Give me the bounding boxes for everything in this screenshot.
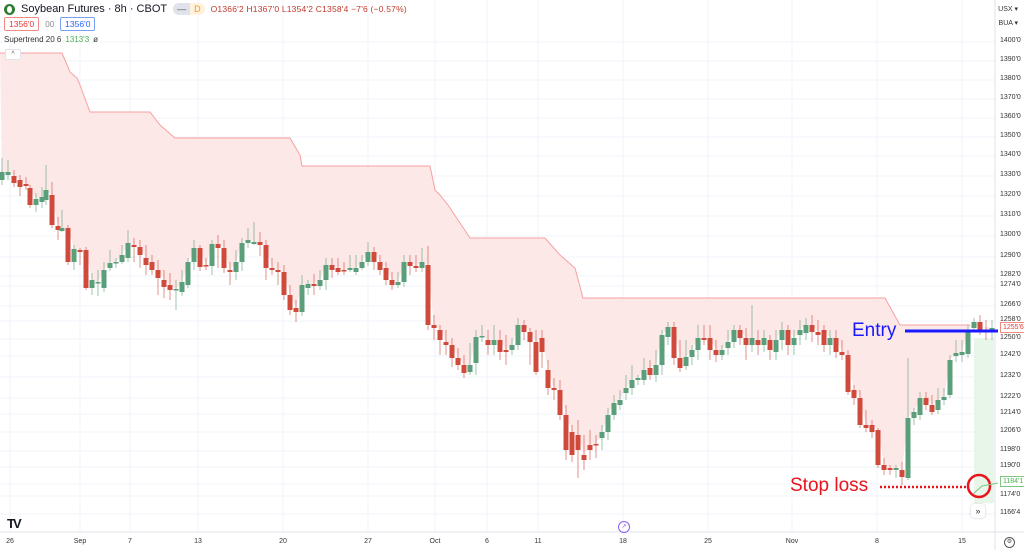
symbol-title[interactable]: Soybean Futures · 8h · CBOT [21,3,168,15]
price-axis-label: 1350'0 [1000,132,1021,139]
symbol-legend: Soybean Futures · 8h · CBOT — D O1366'2 … [4,3,407,15]
indicator-name: Supertrend 20 6 [4,35,62,44]
position-projection-area [974,338,994,503]
current-price-tag: 1255'6 [1000,322,1024,333]
market-status-badge[interactable]: — D [173,3,205,15]
price-axis-label: 1390'0 [1000,56,1021,63]
goto-realtime-button[interactable]: » [971,504,985,518]
market-status-dash: — [173,3,191,15]
time-axis-label: Nov [785,538,799,545]
time-axis-label: 6 [485,538,489,545]
sell-button[interactable]: 1356'0 [4,17,40,31]
price-axis-label: 1300'0 [1000,231,1021,238]
stop-circle [966,473,992,499]
price-axis-label: 1310'0 [1000,211,1021,218]
price-axis-label: 1380'0 [1000,75,1021,82]
indicator-settings-icon[interactable]: ø [93,35,99,44]
price-axis-label: 1250'0 [1000,334,1021,341]
price-axis-label: 1166'4 [1000,509,1021,516]
price-axis-label: 1222'0 [1000,393,1021,400]
price-axis-label: 1370'0 [1000,94,1021,101]
indicator-value: 1313'3 [65,35,90,44]
price-axis-label: 1290'0 [1000,252,1021,259]
stop-target-price-tag: 1184'1 [1000,476,1024,487]
price-axis-label: 1174'0 [1000,491,1021,498]
price-axis-label: 1190'0 [1000,462,1021,469]
price-axis-label: 1266'0 [1000,301,1021,308]
time-axis-label: 13 [194,538,202,545]
price-axis-label: 1242'0 [1000,351,1021,358]
time-axis-label: 25 [704,538,712,545]
price-axis-label: 1340'0 [1000,151,1021,158]
ohlc-values: O1366'2 H1367'0 L1354'2 C1358'4 −7'6 (−0… [210,4,407,14]
unit-selector[interactable]: BUA ▾ [998,20,1018,27]
price-axis-label: 1258'0 [1000,316,1021,323]
time-axis-label: 18 [619,538,627,545]
stop-loss-annotation: Stop loss [790,475,869,496]
price-axis-label: 1206'0 [1000,427,1021,434]
symbol-logo-icon [4,3,15,15]
entry-annotation: Entry [852,320,897,341]
time-axis-label: 7 [128,538,132,545]
time-axis-label: 15 [958,538,966,545]
price-axis-label: 1214'0 [1000,409,1021,416]
trade-buttons: 1356'0 00 1356'0 [4,17,96,31]
time-axis-label: Sep [73,538,87,545]
price-axis-label: 1400'0 [1000,37,1021,44]
price-axis-label: 1232'0 [1000,372,1021,379]
spread-value: 00 [45,19,55,29]
time-axis-label: 20 [279,538,287,545]
price-axis-label: 1320'0 [1000,191,1021,198]
chart-settings-icon[interactable]: ⚙ [1004,537,1015,548]
buy-button[interactable]: 1356'0 [60,17,96,31]
time-axis-label: 26 [6,538,14,545]
time-axis-label: Oct [429,538,441,545]
market-status-letter: D [190,3,205,15]
price-axis-label: 1274'0 [1000,281,1021,288]
currency-selector[interactable]: USX ▾ [998,6,1018,13]
tradingview-logo[interactable]: TV [7,516,22,531]
time-axis-label: 11 [534,538,542,545]
price-axis-label: 1282'0 [1000,271,1021,278]
event-icon[interactable]: ↗ [618,521,630,533]
price-axis-label: 1360'0 [1000,113,1021,120]
collapse-legend-button[interactable]: ^ [5,49,21,60]
time-axis-label: 27 [364,538,372,545]
price-axis-label: 1330'0 [1000,171,1021,178]
time-axis-label: 8 [875,538,879,545]
indicator-legend[interactable]: Supertrend 20 6 1313'3 ø [4,35,98,44]
price-axis-label: 1198'0 [1000,446,1021,453]
